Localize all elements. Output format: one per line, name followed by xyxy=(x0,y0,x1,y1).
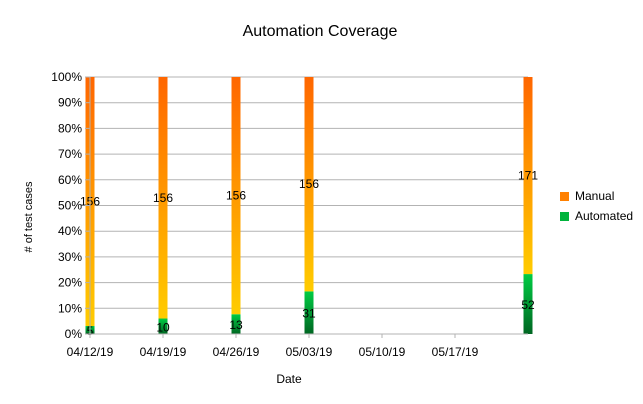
bar-manual xyxy=(304,77,314,292)
x-tick-label: 05/17/19 xyxy=(432,345,479,359)
bar-automated xyxy=(523,274,533,334)
legend-swatch-automated xyxy=(560,211,569,221)
y-tick-label: 90% xyxy=(58,96,82,110)
bar-automated xyxy=(158,318,168,334)
x-tick-label: 05/10/19 xyxy=(359,345,406,359)
x-tick-label: 04/19/19 xyxy=(140,345,187,359)
y-tick-label: 10% xyxy=(58,301,82,315)
y-tick-label: 80% xyxy=(58,121,82,135)
y-tick-label: 30% xyxy=(58,250,82,264)
legend-swatch-manual xyxy=(560,191,569,201)
bar-manual xyxy=(158,77,168,319)
chart-title: Automation Coverage xyxy=(243,23,398,40)
y-tick-label: 0% xyxy=(65,327,83,341)
bar-manual xyxy=(231,77,241,315)
legend-label-automated: Automated xyxy=(575,209,634,223)
axes: 0% 10% 20% 30% 40% 50% 60% 70% 80% 90% 100% 04/12/1… xyxy=(51,70,528,359)
x-tick-label: 04/12/19 xyxy=(67,345,114,359)
legend-label-manual: Manual xyxy=(575,189,615,203)
bar-automated xyxy=(304,291,314,334)
y-tick-label: 100% xyxy=(51,70,82,84)
data-label-automated: 13 xyxy=(229,318,243,332)
x-tick-label: 04/26/19 xyxy=(213,345,260,359)
bar-automated xyxy=(231,314,241,334)
data-labels: 156515610156131563117152 xyxy=(80,169,538,338)
data-label-manual: 156 xyxy=(299,177,319,191)
data-label-manual: 156 xyxy=(153,191,173,205)
y-tick-label: 50% xyxy=(58,199,82,213)
x-axis-title: Date xyxy=(276,372,302,386)
y-axis-title: # of test cases xyxy=(23,181,35,252)
y-tick-label: 20% xyxy=(58,276,82,290)
legend-item-manual: Manual xyxy=(560,186,633,206)
data-label-automated: 52 xyxy=(521,298,535,312)
data-label-manual: 156 xyxy=(226,189,246,203)
data-label-manual: 171 xyxy=(518,169,538,183)
bar-manual xyxy=(523,77,533,275)
y-tick-label: 40% xyxy=(58,224,82,238)
legend: Manual Automated xyxy=(560,186,633,226)
legend-item-automated: Automated xyxy=(560,206,633,226)
data-label-automated: 10 xyxy=(156,320,170,334)
y-tick-label: 70% xyxy=(58,147,82,161)
y-tick-label: 60% xyxy=(58,173,82,187)
data-label-automated: 31 xyxy=(302,307,316,321)
x-tick-label: 05/03/19 xyxy=(286,345,333,359)
